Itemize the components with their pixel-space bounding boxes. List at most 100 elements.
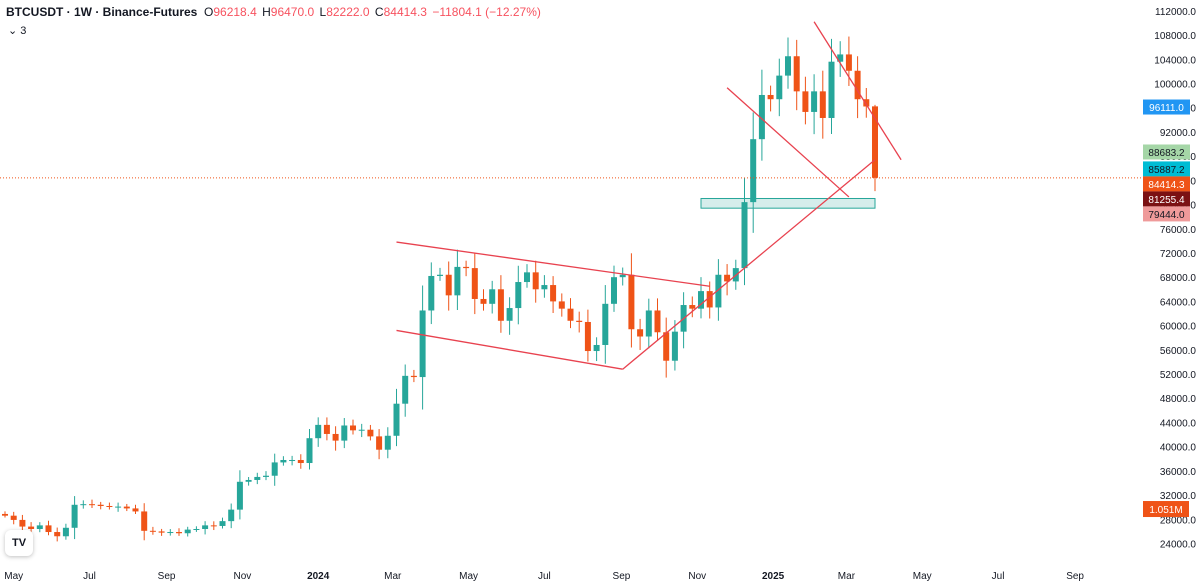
candle-body [628,274,635,330]
price-tag [1143,176,1190,192]
candle-body [419,310,426,378]
candle-19 [167,529,174,536]
candle-body [471,268,478,299]
candle-body [671,331,678,361]
candle-51 [445,261,452,311]
candle-body [289,459,296,461]
price-tag [1143,99,1190,115]
candle-60 [524,264,530,288]
candle-body [567,308,574,321]
wedge-lower-line[interactable] [726,87,850,198]
tradingview-logo[interactable]: TV [5,530,33,556]
candle-15 [132,504,139,514]
candle-11 [97,501,104,510]
candle-body [89,504,95,506]
candle-64 [558,293,565,317]
candle-body [71,504,78,528]
candle-body [384,435,391,450]
candle-88 [767,85,774,112]
candle-body [263,475,269,477]
symbol-title[interactable]: BTCUSDT · 1W · Binance-Futures [6,5,198,19]
candle-13 [115,502,122,512]
candle-body [10,515,17,520]
pennant-lower-line[interactable] [396,329,623,370]
candle-54 [471,252,478,315]
candle-body [45,525,52,533]
candle-44 [384,427,391,459]
y-tick-label: 52000.0 [1160,370,1197,381]
x-tick-label: May [459,571,478,582]
candle-body [584,321,591,352]
pennant-upper-line[interactable] [396,241,710,287]
candle-39 [341,418,348,449]
price-tag-label: 88683.2 [1148,148,1185,159]
candle-12 [106,502,113,510]
y-tick-label: 108000.0 [1154,31,1196,42]
x-tick-label: Nov [688,571,706,582]
candle-79 [689,296,696,318]
candle-86 [750,112,757,233]
price-tag-label: 81255.4 [1148,195,1185,206]
candle-body [802,91,809,112]
candle-body [115,506,122,508]
candle-body [106,505,113,507]
candle-2 [19,514,26,531]
chevron-down-icon: ⌄ [8,25,18,37]
candle-body [228,509,235,522]
candle-body [819,91,826,118]
price-tag-label: 85887.2 [1148,165,1185,176]
candle-33 [289,455,296,466]
price-axis[interactable] [1142,0,1200,585]
indicators-toggle[interactable]: ⌄ 3 [8,24,26,37]
candle-body [524,272,530,283]
candle-9 [80,500,87,509]
candle-50 [437,267,443,281]
candle-80 [698,277,704,319]
candle-25 [219,517,226,529]
candle-body [28,526,35,529]
candle-81 [706,281,713,319]
close-value: 84414.3 [383,5,427,19]
candle-body [576,320,583,322]
candle-body [184,529,191,534]
candle-body [149,530,156,532]
candle-6 [54,527,61,542]
candle-body [141,511,148,531]
candle-65 [567,298,574,329]
candle-93 [811,74,818,135]
candle-body [297,459,304,464]
high-label: H [262,5,271,19]
candle-41 [358,423,365,438]
candle-body [837,54,844,62]
candle-body [828,61,835,118]
price-tag-label: 79444.0 [1148,210,1185,221]
support-trendline[interactable] [622,159,876,370]
candle-body [437,274,443,276]
candle-66 [576,311,583,333]
x-tick-label: 2025 [762,571,785,582]
candle-body [654,310,661,333]
candle-body [645,310,652,337]
candle-18 [158,528,165,536]
candle-body [210,525,217,527]
y-tick-label: 24000.0 [1160,540,1197,551]
candle-57 [497,275,504,333]
x-tick-label: Nov [233,571,251,582]
candle-body [698,291,704,309]
candle-21 [184,526,191,537]
y-tick-label: 48000.0 [1160,394,1197,405]
candle-10 [89,499,95,508]
y-tick-label: 112000.0 [1155,7,1196,18]
candle-30 [263,471,269,481]
candle-63 [550,276,557,314]
wedge-upper-line[interactable] [813,21,902,161]
candle-98 [854,56,861,119]
candle-body [254,476,261,480]
support-zone[interactable] [700,197,876,209]
candle-body [306,438,313,464]
candle-body [54,532,61,537]
candle-body [36,525,43,529]
candle-31 [271,453,278,486]
candle-36 [315,417,322,447]
